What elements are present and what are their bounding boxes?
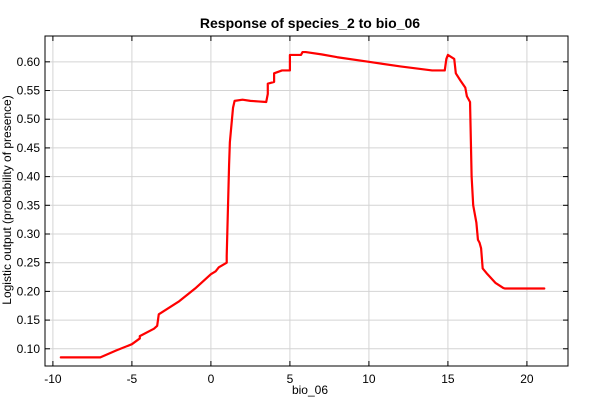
y-tick-label: 0.50 — [17, 112, 41, 126]
x-tick-label: 20 — [520, 372, 534, 386]
x-tick-label: -10 — [44, 372, 62, 386]
y-tick-label: 0.40 — [17, 170, 41, 184]
grid-layer — [45, 36, 568, 366]
y-tick-label: 0.30 — [17, 227, 41, 241]
plot-frame — [44, 35, 569, 367]
axes-layer: -10 -5 0 5 10 15 20 0.10 0.15 0.20 0.25 0.30 0.35 0.4… — [17, 35, 569, 386]
x-tick-label: 15 — [441, 372, 455, 386]
y-tick-label: 0.35 — [17, 198, 41, 212]
y-tick-label: 0.60 — [17, 55, 41, 69]
y-axis-label: Logistic output (probability of presence… — [0, 95, 14, 304]
y-tick-label: 0.15 — [17, 313, 41, 327]
x-tick-label: -5 — [127, 372, 138, 386]
x-axis-label: bio_06 — [292, 383, 328, 397]
y-tick-label: 0.25 — [17, 256, 41, 270]
y-tick-label: 0.20 — [17, 284, 41, 298]
y-tick-label: 0.45 — [17, 141, 41, 155]
y-tick-label: 0.10 — [17, 342, 41, 356]
response-curve-line — [59, 50, 546, 359]
series-layer — [59, 50, 546, 359]
y-tick-label: 0.55 — [17, 84, 41, 98]
labels-layer: Response of species_2 to bio_06 bio_06 L… — [0, 15, 420, 397]
x-tick-label: 5 — [287, 372, 294, 386]
x-tick-label: 0 — [208, 372, 215, 386]
x-tick-label: 10 — [362, 372, 376, 386]
chart-title: Response of species_2 to bio_06 — [200, 15, 420, 31]
